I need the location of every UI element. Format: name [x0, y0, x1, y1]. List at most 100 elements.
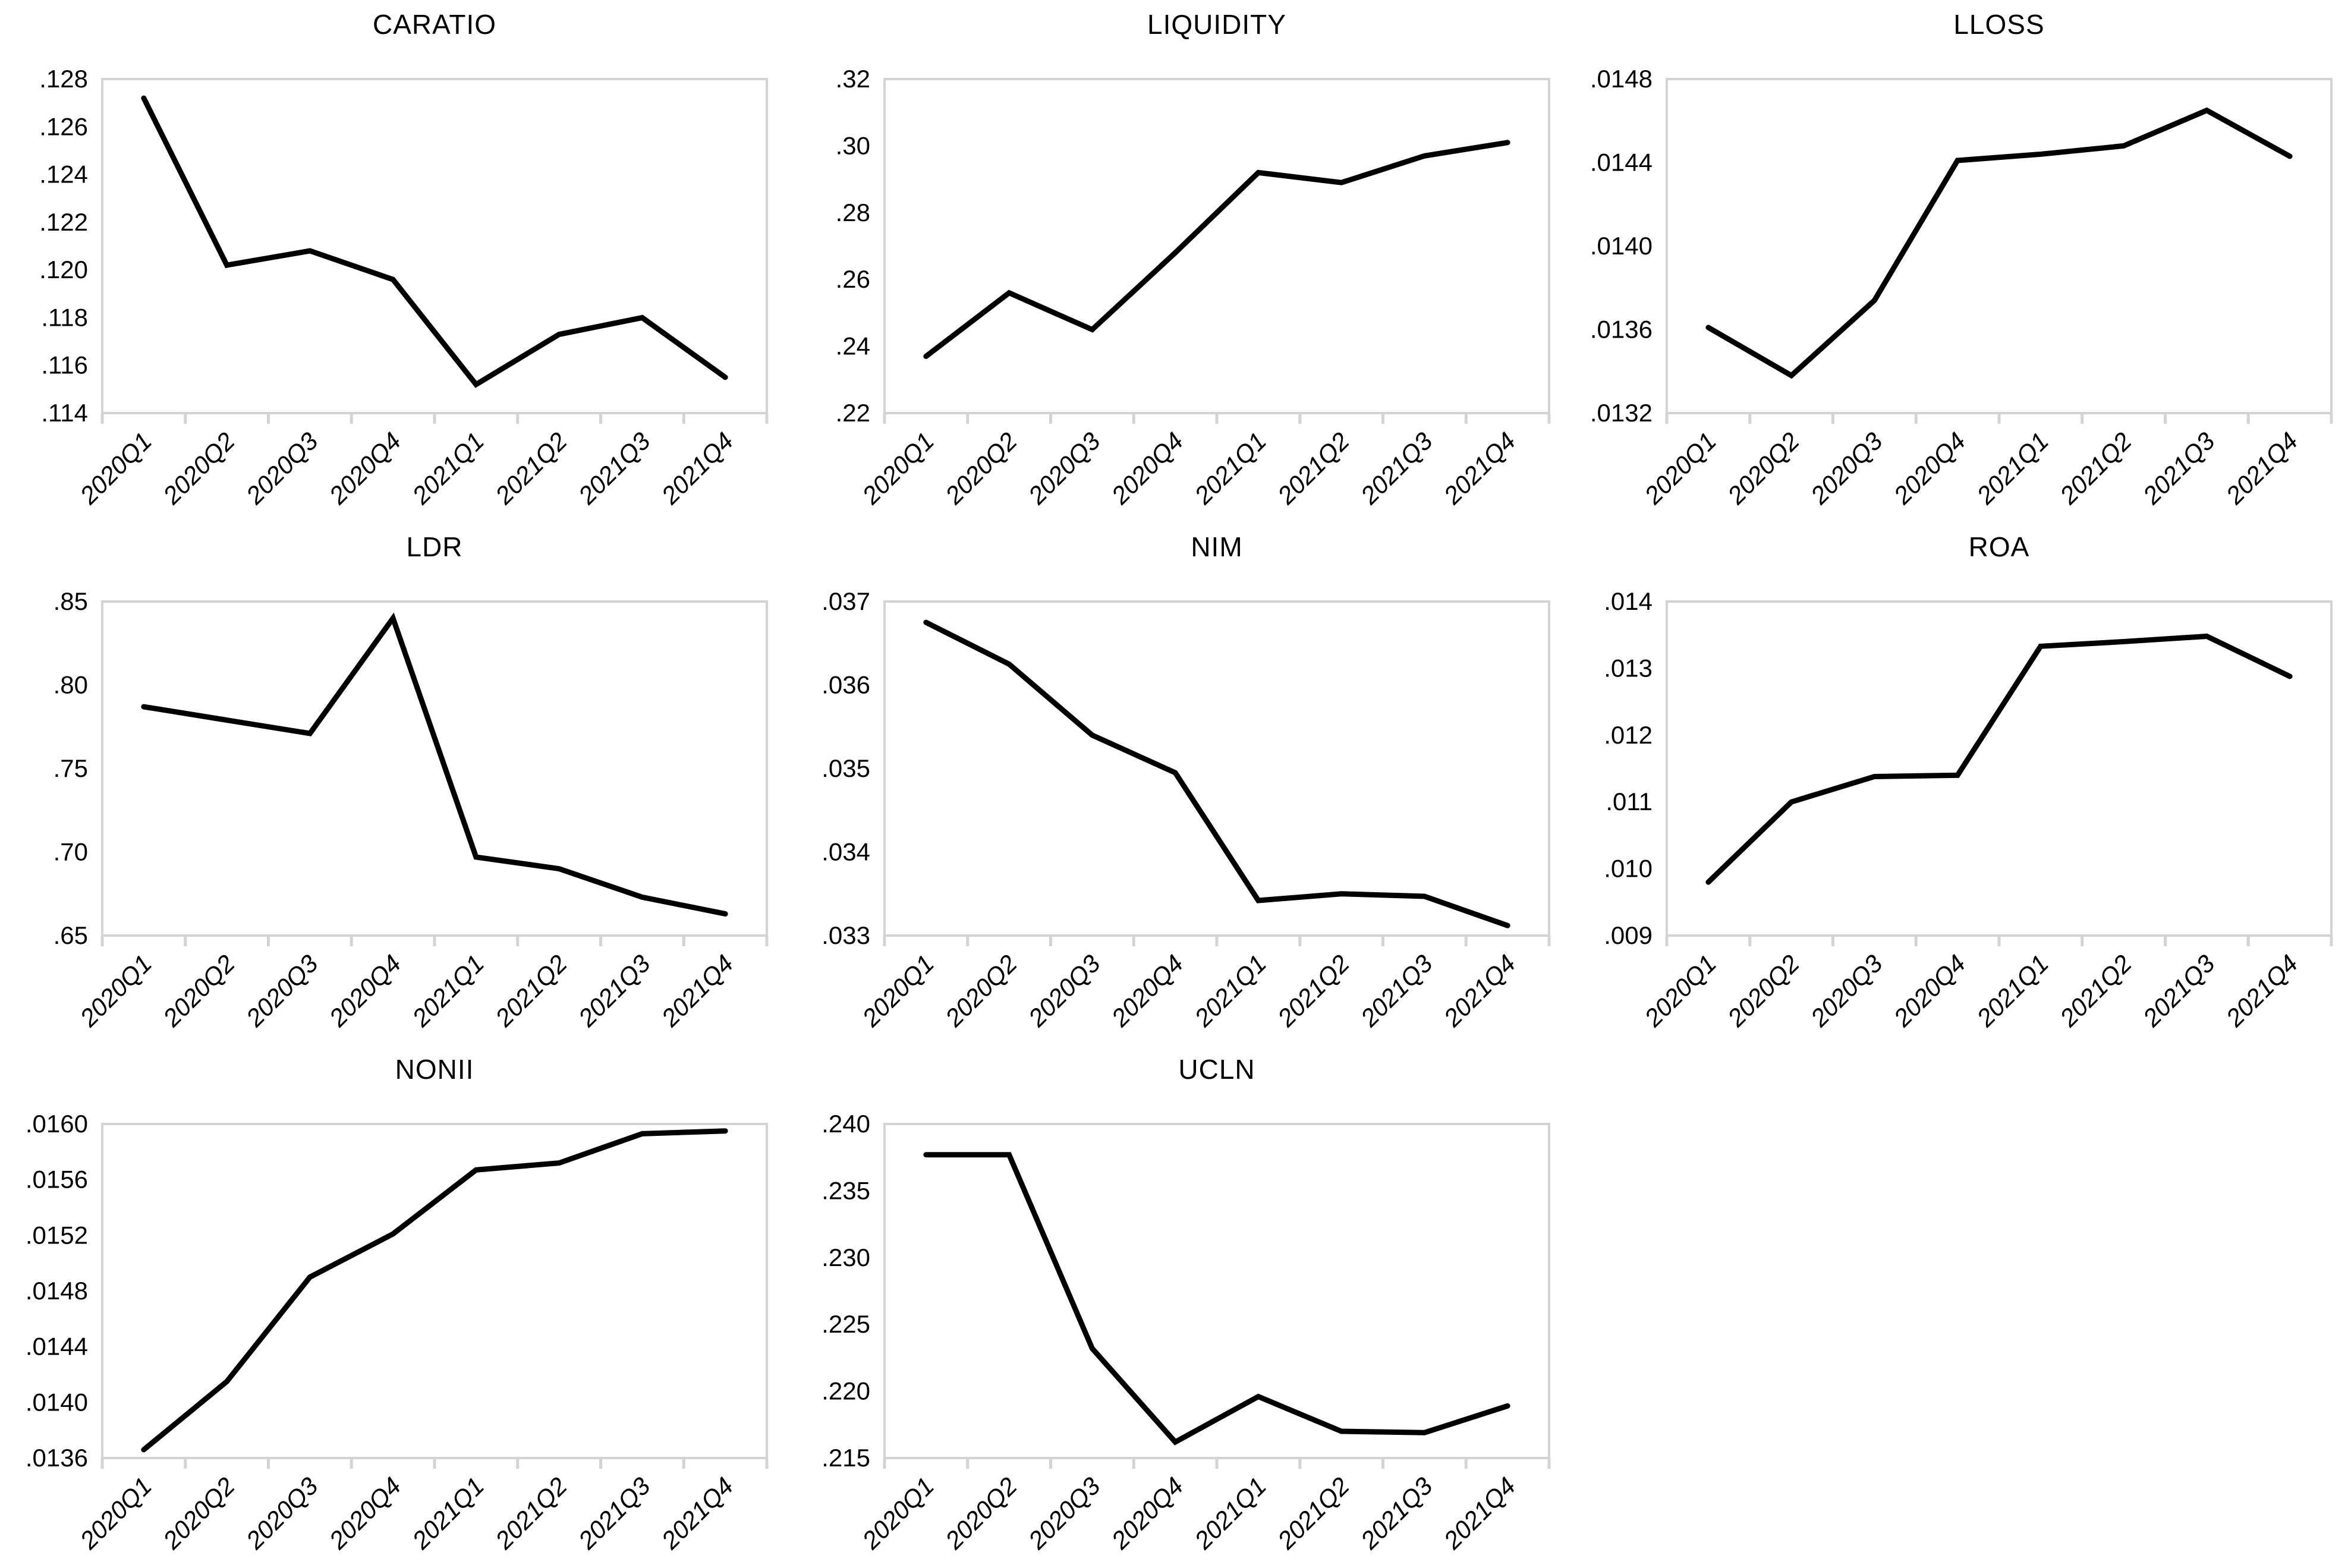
- svg-text:.80: .80: [53, 671, 88, 699]
- svg-text:.85: .85: [53, 587, 88, 615]
- svg-text:2021Q4: 2021Q4: [1438, 427, 1521, 510]
- svg-text:.0136: .0136: [26, 1444, 88, 1472]
- svg-text:2020Q2: 2020Q2: [939, 1472, 1022, 1555]
- svg-text:2021Q4: 2021Q4: [656, 427, 739, 510]
- chart-title-nim: NIM: [1191, 531, 1243, 562]
- svg-text:.0148: .0148: [1590, 65, 1653, 93]
- empty-cell: [1565, 1045, 2347, 1567]
- svg-text:2021Q4: 2021Q4: [2220, 427, 2303, 510]
- svg-text:.033: .033: [822, 921, 870, 949]
- svg-text:2020Q1: 2020Q1: [74, 1472, 158, 1555]
- chart-cell-nim: NIM .037.036.035.034.033 2020Q1 2020Q2 2020…: [782, 522, 1565, 1045]
- svg-text:2021Q1: 2021Q1: [407, 1472, 490, 1555]
- svg-text:.0148: .0148: [26, 1277, 88, 1305]
- svg-text:.009: .009: [1604, 921, 1653, 949]
- svg-text:2020Q4: 2020Q4: [1106, 427, 1189, 510]
- svg-text:.0136: .0136: [1590, 316, 1653, 344]
- chart-title-nonii: NONII: [395, 1054, 474, 1085]
- svg-text:.128: .128: [39, 65, 88, 93]
- svg-text:2021Q2: 2021Q2: [1271, 427, 1355, 510]
- svg-text:.122: .122: [39, 208, 88, 236]
- svg-text:2020Q3: 2020Q3: [1022, 427, 1106, 510]
- svg-text:.0144: .0144: [26, 1333, 88, 1361]
- svg-text:2021Q3: 2021Q3: [572, 427, 656, 510]
- chart-cell-roa: ROA .014 .013 .012 .011 .010 .009 2020Q1 2020Q2…: [1565, 522, 2347, 1045]
- chart-cell-caratio: CARATIO .128 .126 .124 .122 .120 .118 .116 .114…: [0, 0, 782, 522]
- chart-title-ucln: UCLN: [1178, 1054, 1255, 1085]
- svg-text:.118: .118: [41, 303, 88, 331]
- svg-text:.037: .037: [822, 587, 870, 615]
- chart-cell-ucln: UCLN .240.235.230.225.220.215 2020Q1 2020Q…: [782, 1045, 1565, 1567]
- svg-text:2020Q3: 2020Q3: [1022, 949, 1106, 1032]
- svg-text:.120: .120: [39, 256, 88, 284]
- svg-text:2020Q3: 2020Q3: [1022, 1472, 1106, 1555]
- svg-text:2020Q4: 2020Q4: [1106, 949, 1189, 1032]
- svg-text:2021Q1: 2021Q1: [1189, 949, 1272, 1032]
- svg-text:.010: .010: [1604, 855, 1653, 883]
- svg-text:.22: .22: [836, 399, 870, 427]
- nonii-line-chart: .0160.0156.0152.0148.0144.0140.01362020Q…: [26, 1110, 769, 1555]
- svg-text:2020Q4: 2020Q4: [323, 1472, 407, 1555]
- svg-text:.220: .220: [822, 1377, 870, 1405]
- chart-title-ldr: LDR: [406, 531, 463, 562]
- svg-text:2021Q3: 2021Q3: [1355, 949, 1438, 1032]
- svg-text:2020Q4: 2020Q4: [323, 949, 407, 1032]
- svg-text:2020Q4: 2020Q4: [1106, 1472, 1189, 1555]
- chart-title-caratio: CARATIO: [372, 9, 497, 40]
- svg-text:2021Q1: 2021Q1: [1971, 949, 2054, 1032]
- svg-text:2021Q3: 2021Q3: [1355, 1472, 1438, 1555]
- svg-text:.126: .126: [39, 112, 88, 140]
- svg-text:2020Q2: 2020Q2: [157, 1472, 240, 1555]
- svg-text:2020Q1: 2020Q1: [857, 1472, 940, 1555]
- svg-text:2020Q2: 2020Q2: [939, 949, 1022, 1032]
- svg-text:2021Q2: 2021Q2: [1271, 949, 1355, 1032]
- svg-text:.013: .013: [1604, 654, 1653, 682]
- svg-text:2021Q4: 2021Q4: [656, 949, 739, 1032]
- svg-text:2020Q2: 2020Q2: [157, 427, 240, 510]
- svg-text:.0156: .0156: [26, 1166, 88, 1194]
- svg-text:2020Q3: 2020Q3: [240, 1472, 323, 1555]
- svg-text:2021Q4: 2021Q4: [2220, 949, 2303, 1032]
- svg-text:.034: .034: [822, 838, 870, 866]
- svg-text:2021Q2: 2021Q2: [489, 1472, 572, 1555]
- svg-text:2021Q2: 2021Q2: [489, 427, 572, 510]
- svg-text:2021Q2: 2021Q2: [2054, 427, 2137, 510]
- svg-text:.215: .215: [822, 1444, 870, 1472]
- svg-text:2021Q1: 2021Q1: [407, 949, 490, 1032]
- svg-text:2020Q3: 2020Q3: [240, 949, 323, 1032]
- svg-text:2021Q4: 2021Q4: [656, 1472, 739, 1555]
- chart-cell-ldr: LDR .85.80.75.70.65 2020Q1 2020Q2 2020Q3 202…: [0, 522, 782, 1045]
- svg-text:.114: .114: [41, 399, 88, 427]
- svg-text:2020Q1: 2020Q1: [857, 427, 940, 510]
- chart-cell-lloss: LLOSS .0148.0144.0140.0136.0132 2020Q1 202…: [1565, 0, 2347, 522]
- chart-title-roa: ROA: [1968, 531, 2030, 562]
- svg-text:2021Q4: 2021Q4: [1438, 1472, 1521, 1555]
- chart-title-liquidity: LIQUIDITY: [1147, 9, 1286, 40]
- svg-text:.011: .011: [1606, 788, 1653, 816]
- svg-text:.0144: .0144: [1590, 149, 1653, 177]
- svg-text:.32: .32: [836, 65, 870, 93]
- svg-text:2020Q2: 2020Q2: [157, 949, 240, 1032]
- svg-text:2021Q1: 2021Q1: [407, 427, 490, 510]
- svg-text:.70: .70: [53, 838, 88, 866]
- svg-text:2020Q4: 2020Q4: [1888, 427, 1971, 510]
- svg-text:.0140: .0140: [26, 1388, 88, 1416]
- svg-text:.124: .124: [39, 160, 88, 188]
- svg-text:.24: .24: [836, 332, 870, 360]
- svg-text:2020Q1: 2020Q1: [857, 949, 940, 1032]
- svg-text:.0160: .0160: [26, 1110, 88, 1138]
- svg-text:.65: .65: [53, 921, 88, 949]
- svg-text:2020Q2: 2020Q2: [1721, 949, 1805, 1032]
- svg-text:2020Q3: 2020Q3: [1805, 949, 1888, 1032]
- svg-text:.0140: .0140: [1590, 232, 1653, 260]
- svg-text:.0152: .0152: [26, 1221, 88, 1249]
- svg-text:.035: .035: [822, 754, 870, 782]
- svg-text:.036: .036: [822, 671, 870, 699]
- svg-text:.26: .26: [836, 265, 870, 293]
